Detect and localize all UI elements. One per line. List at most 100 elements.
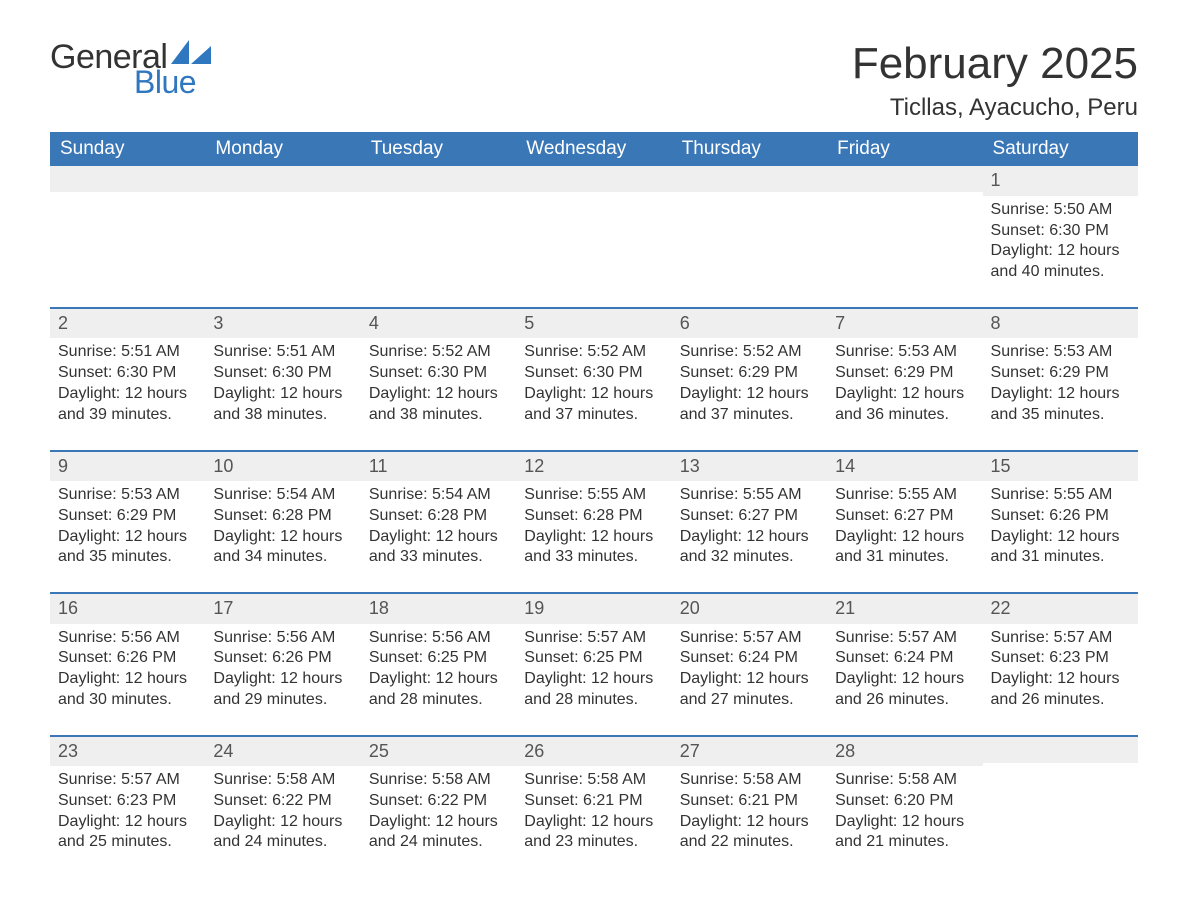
day-number: 5 — [516, 309, 671, 338]
calendar-table: Sunday Monday Tuesday Wednesday Thursday… — [50, 132, 1138, 877]
day-number: 22 — [983, 594, 1138, 623]
day-number: 21 — [827, 594, 982, 623]
daylight1-text: Daylight: 12 hours — [680, 812, 819, 833]
day-cell: 26Sunrise: 5:58 AMSunset: 6:21 PMDayligh… — [516, 736, 671, 878]
daylight2-text: and 40 minutes. — [991, 262, 1130, 283]
sunrise-text: Sunrise: 5:53 AM — [991, 342, 1130, 363]
daylight1-text: Daylight: 12 hours — [58, 669, 197, 690]
daylight1-text: Daylight: 12 hours — [58, 812, 197, 833]
day-number: 15 — [983, 452, 1138, 481]
sunset-text: Sunset: 6:26 PM — [213, 648, 352, 669]
day-number — [672, 166, 827, 192]
sunrise-text: Sunrise: 5:57 AM — [835, 628, 974, 649]
day-number: 7 — [827, 309, 982, 338]
sunrise-text: Sunrise: 5:51 AM — [58, 342, 197, 363]
week-row: 16Sunrise: 5:56 AMSunset: 6:26 PMDayligh… — [50, 593, 1138, 736]
sunset-text: Sunset: 6:30 PM — [213, 363, 352, 384]
day-number: 11 — [361, 452, 516, 481]
daylight2-text: and 38 minutes. — [213, 405, 352, 426]
day-cell: 8 Sunrise: 5:53 AMSunset: 6:29 PMDaylight… — [983, 308, 1138, 451]
sunrise-text: Sunrise: 5:50 AM — [991, 200, 1130, 221]
day-number — [205, 166, 360, 192]
daylight1-text: Daylight: 12 hours — [991, 241, 1130, 262]
daylight1-text: Daylight: 12 hours — [991, 527, 1130, 548]
day-cell: 22Sunrise: 5:57 AMSunset: 6:23 PMDayligh… — [983, 593, 1138, 736]
day-cell — [827, 166, 982, 308]
sunset-text: Sunset: 6:28 PM — [369, 506, 508, 527]
sunrise-text: Sunrise: 5:51 AM — [213, 342, 352, 363]
sunrise-text: Sunrise: 5:55 AM — [835, 485, 974, 506]
daylight2-text: and 26 minutes. — [835, 690, 974, 711]
day-cell: 23Sunrise: 5:57 AMSunset: 6:23 PMDayligh… — [50, 736, 205, 878]
day-number: 3 — [205, 309, 360, 338]
day-cell — [983, 736, 1138, 878]
sunset-text: Sunset: 6:30 PM — [524, 363, 663, 384]
day-number: 8 — [983, 309, 1138, 338]
daylight2-text: and 25 minutes. — [58, 832, 197, 853]
daylight2-text: and 23 minutes. — [524, 832, 663, 853]
daylight1-text: Daylight: 12 hours — [213, 669, 352, 690]
daylight1-text: Daylight: 12 hours — [58, 527, 197, 548]
day-cell: 27Sunrise: 5:58 AMSunset: 6:21 PMDayligh… — [672, 736, 827, 878]
sunset-text: Sunset: 6:28 PM — [524, 506, 663, 527]
sunrise-text: Sunrise: 5:54 AM — [369, 485, 508, 506]
day-number — [50, 166, 205, 192]
week-row: 2Sunrise: 5:51 AMSunset: 6:30 PMDaylight… — [50, 308, 1138, 451]
sunrise-text: Sunrise: 5:58 AM — [524, 770, 663, 791]
sunrise-text: Sunrise: 5:56 AM — [369, 628, 508, 649]
day-cell: 20Sunrise: 5:57 AMSunset: 6:24 PMDayligh… — [672, 593, 827, 736]
day-cell: 6Sunrise: 5:52 AMSunset: 6:29 PMDaylight… — [672, 308, 827, 451]
daylight1-text: Daylight: 12 hours — [991, 669, 1130, 690]
day-number: 16 — [50, 594, 205, 623]
daylight1-text: Daylight: 12 hours — [835, 812, 974, 833]
day-cell: 18Sunrise: 5:56 AMSunset: 6:25 PMDayligh… — [361, 593, 516, 736]
day-number — [983, 737, 1138, 763]
day-header: Thursday — [672, 132, 827, 166]
daylight1-text: Daylight: 12 hours — [524, 527, 663, 548]
sunset-text: Sunset: 6:29 PM — [835, 363, 974, 384]
daylight1-text: Daylight: 12 hours — [991, 384, 1130, 405]
sunrise-text: Sunrise: 5:57 AM — [680, 628, 819, 649]
day-cell: 28Sunrise: 5:58 AMSunset: 6:20 PMDayligh… — [827, 736, 982, 878]
day-cell — [516, 166, 671, 308]
day-cell — [50, 166, 205, 308]
sunrise-text: Sunrise: 5:52 AM — [680, 342, 819, 363]
calendar-page: General Blue February 2025 Ticllas, Ayac… — [0, 0, 1188, 917]
sunrise-text: Sunrise: 5:55 AM — [991, 485, 1130, 506]
sunset-text: Sunset: 6:23 PM — [58, 791, 197, 812]
daylight2-text: and 28 minutes. — [524, 690, 663, 711]
daylight2-text: and 33 minutes. — [369, 547, 508, 568]
day-header: Wednesday — [516, 132, 671, 166]
daylight1-text: Daylight: 12 hours — [369, 384, 508, 405]
daylight1-text: Daylight: 12 hours — [369, 812, 508, 833]
daylight2-text: and 31 minutes. — [835, 547, 974, 568]
sunset-text: Sunset: 6:25 PM — [524, 648, 663, 669]
day-number: 14 — [827, 452, 982, 481]
daylight2-text: and 31 minutes. — [991, 547, 1130, 568]
day-cell: 4Sunrise: 5:52 AMSunset: 6:30 PMDaylight… — [361, 308, 516, 451]
sunset-text: Sunset: 6:22 PM — [213, 791, 352, 812]
sunset-text: Sunset: 6:26 PM — [991, 506, 1130, 527]
sunrise-text: Sunrise: 5:55 AM — [680, 485, 819, 506]
sunrise-text: Sunrise: 5:57 AM — [991, 628, 1130, 649]
day-number: 28 — [827, 737, 982, 766]
daylight2-text: and 37 minutes. — [680, 405, 819, 426]
sunrise-text: Sunrise: 5:57 AM — [58, 770, 197, 791]
sunset-text: Sunset: 6:29 PM — [991, 363, 1130, 384]
sunrise-text: Sunrise: 5:57 AM — [524, 628, 663, 649]
sunset-text: Sunset: 6:27 PM — [680, 506, 819, 527]
sunset-text: Sunset: 6:21 PM — [524, 791, 663, 812]
week-row: 23Sunrise: 5:57 AMSunset: 6:23 PMDayligh… — [50, 736, 1138, 878]
day-number: 20 — [672, 594, 827, 623]
daylight2-text: and 35 minutes. — [991, 405, 1130, 426]
day-header-row: Sunday Monday Tuesday Wednesday Thursday… — [50, 132, 1138, 166]
day-cell: 24Sunrise: 5:58 AMSunset: 6:22 PMDayligh… — [205, 736, 360, 878]
daylight1-text: Daylight: 12 hours — [213, 527, 352, 548]
sunrise-text: Sunrise: 5:53 AM — [835, 342, 974, 363]
day-cell: 19Sunrise: 5:57 AMSunset: 6:25 PMDayligh… — [516, 593, 671, 736]
day-cell: 7Sunrise: 5:53 AMSunset: 6:29 PMDaylight… — [827, 308, 982, 451]
sunrise-text: Sunrise: 5:58 AM — [213, 770, 352, 791]
daylight2-text: and 38 minutes. — [369, 405, 508, 426]
day-cell: 13Sunrise: 5:55 AMSunset: 6:27 PMDayligh… — [672, 451, 827, 594]
day-cell — [205, 166, 360, 308]
